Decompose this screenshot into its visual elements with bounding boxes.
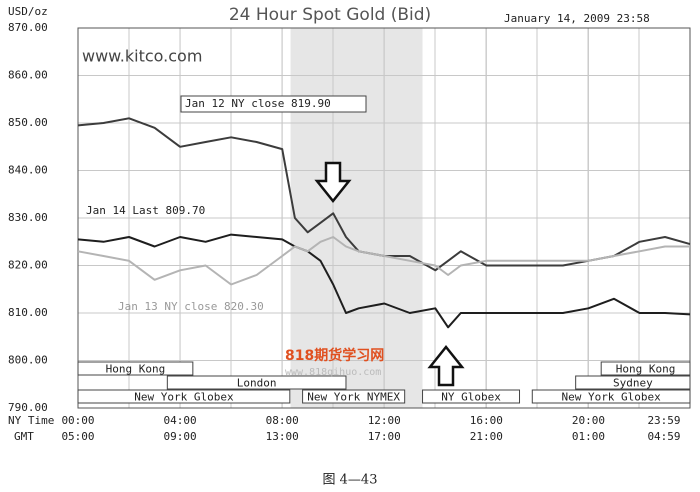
arrow-up <box>427 344 465 387</box>
session-box <box>166 375 347 390</box>
session-label: New York NYMEX <box>307 391 400 404</box>
arrow-down <box>314 161 352 204</box>
y-tick-label: 870.00 <box>8 21 48 34</box>
x2-tick-label: 13:00 <box>266 430 299 443</box>
y-tick-label: 820.00 <box>8 259 48 272</box>
x-tick-label: 23:59 <box>647 414 680 427</box>
x2-tick-label: 01:00 <box>572 430 605 443</box>
x2-tick-label: 09:00 <box>164 430 197 443</box>
x2-tick-label: 21:00 <box>470 430 503 443</box>
annotation: Jan 14 Last 809.70 <box>86 204 205 217</box>
session-label: Hong Kong <box>616 363 676 376</box>
x-tick-label: 08:00 <box>266 414 299 427</box>
watermark-url: www.818qihuo.com <box>285 367 381 378</box>
y-axis-label: USD/oz <box>8 5 48 18</box>
y-tick-label: 860.00 <box>8 69 48 82</box>
caption: 图 4—43 <box>323 473 378 488</box>
x-tick-label: 12:00 <box>368 414 401 427</box>
plot-frame <box>77 27 691 409</box>
session-box <box>422 389 521 404</box>
annotation: Jan 13 NY close 820.30 <box>118 300 264 313</box>
x-tick-label: 00:00 <box>61 414 94 427</box>
session-label: London <box>237 377 277 390</box>
x2-tick-label: 17:00 <box>368 430 401 443</box>
series-line <box>77 236 690 286</box>
x2-tick-label: 04:59 <box>647 430 680 443</box>
y-tick-label: 840.00 <box>8 164 48 177</box>
session-label: New York Globex <box>561 391 661 404</box>
session-box <box>302 389 406 404</box>
x2-row-label: GMT <box>14 430 34 443</box>
session-box <box>600 361 691 376</box>
session-box <box>77 389 291 404</box>
x-tick-label: 20:00 <box>572 414 605 427</box>
y-tick-label: 850.00 <box>8 116 48 129</box>
session-box <box>575 375 691 390</box>
session-box <box>77 361 194 376</box>
session-label: Hong Kong <box>106 363 166 376</box>
y-tick-label: 790.00 <box>8 401 48 414</box>
watermark-name: 818期货学习网 <box>285 347 384 364</box>
series-line <box>77 233 691 329</box>
x-tick-label: 04:00 <box>164 414 197 427</box>
timestamp: January 14, 2009 23:58 <box>504 12 650 25</box>
session-box <box>531 389 691 404</box>
x-tick-label: 16:00 <box>470 414 503 427</box>
annotation: Jan 12 NY close 819.90 <box>185 97 331 110</box>
session-label: NY Globex <box>441 391 501 404</box>
session-label: Sydney <box>613 377 653 390</box>
chart-title: 24 Hour Spot Gold (Bid) <box>229 5 431 25</box>
annotation-box <box>180 95 367 113</box>
x-row-label: NY Time <box>8 414 54 427</box>
session-label: New York Globex <box>134 391 234 404</box>
y-tick-label: 810.00 <box>8 306 48 319</box>
y-tick-label: 800.00 <box>8 354 48 367</box>
y-tick-label: 830.00 <box>8 211 48 224</box>
x2-tick-label: 05:00 <box>61 430 94 443</box>
site-label: www.kitco.com <box>82 47 202 66</box>
